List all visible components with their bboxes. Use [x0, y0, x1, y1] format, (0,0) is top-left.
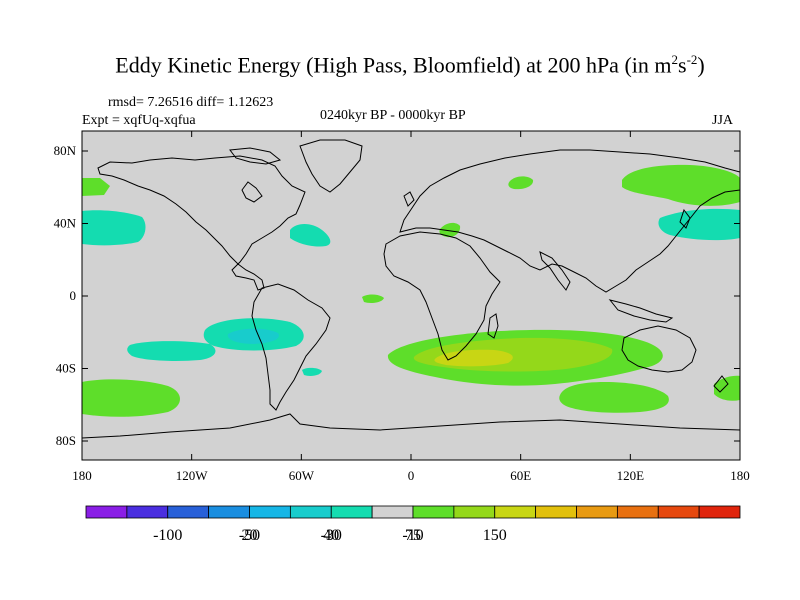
period-label: 0240kyr BP - 0000kyr BP	[320, 108, 466, 123]
colorbar-swatch	[494, 505, 537, 519]
latitude-axis: 80N 40N 0 40S 80S	[54, 143, 740, 448]
rmsd-diff-label: rmsd= 7.26516 diff= 1.12623	[108, 95, 274, 110]
lat-label: 80N	[54, 143, 77, 158]
coastlines	[82, 139, 740, 439]
anomaly-region	[127, 341, 216, 361]
coastline-north-america	[97, 155, 306, 291]
lon-label: 180	[730, 468, 750, 483]
colorbar-swatch	[576, 505, 618, 519]
colorbar-label: 75	[405, 527, 421, 544]
coastline-japan	[679, 208, 691, 229]
experiment-label: Expt = xqfUq-xqfua	[82, 113, 196, 128]
colorbar-label: -30	[321, 527, 342, 544]
colorbar-swatch	[371, 505, 414, 519]
lat-label: 40S	[56, 361, 76, 376]
plot-title: Eddy Kinetic Energy (High Pass, Bloomfie…	[115, 52, 705, 78]
anomaly-region	[227, 328, 279, 344]
coastline-greenland	[299, 139, 363, 193]
colorbar-swatch	[249, 505, 291, 519]
lon-label: 180	[72, 468, 92, 483]
colorbar-swatch	[412, 505, 455, 519]
anomaly-region	[362, 294, 384, 303]
season-label: JJA	[712, 113, 734, 128]
colorbar-swatch	[208, 505, 250, 519]
colorbar-swatch	[657, 505, 700, 519]
colorbar-swatch	[616, 505, 659, 519]
coastline-indonesia	[608, 299, 674, 323]
colorbar-swatch	[330, 505, 373, 519]
colorbar-label: 40	[323, 527, 339, 544]
coastline-south-america	[251, 283, 331, 411]
lon-label: 60W	[289, 468, 315, 483]
colorbar-label: 20	[242, 527, 258, 544]
anomaly-region	[82, 178, 110, 196]
colorbar-label: -50	[239, 527, 260, 544]
longitude-axis: 180 120W 60W 0 60E 120E 180	[72, 131, 750, 483]
coastline-africa	[383, 231, 501, 361]
coastline-arctic-islands	[229, 147, 282, 165]
lon-label: 0	[408, 468, 415, 483]
colorbar-swatch	[453, 505, 496, 519]
lon-label: 120E	[617, 468, 645, 483]
coastline-australia	[621, 325, 697, 373]
anomaly-region	[622, 164, 740, 206]
lon-label: 60E	[510, 468, 531, 483]
coastline-india	[539, 251, 571, 291]
colorbar-swatch	[167, 505, 210, 519]
coastline-madagascar	[487, 313, 499, 339]
colorbar-swatch	[126, 505, 169, 519]
anomaly-region	[290, 224, 331, 247]
anomaly-region	[434, 349, 513, 367]
coastline-new-zealand	[713, 375, 729, 393]
colorbar-label: -100	[153, 527, 182, 544]
anomaly-region	[559, 382, 669, 413]
coastline-eurasia	[399, 149, 740, 293]
colorbar-swatch	[698, 505, 741, 519]
colorbar-label: -10	[402, 527, 423, 544]
coastline-hudson-bay	[241, 181, 263, 203]
colorbar-label: 150	[483, 527, 507, 544]
colorbar: -100 -50 -30 -10 20 40 75 150	[85, 505, 741, 544]
anomaly-region	[302, 367, 322, 376]
lat-label: 0	[70, 288, 77, 303]
anomaly-region	[714, 375, 740, 401]
lon-label: 120W	[176, 468, 209, 483]
anomaly-region	[439, 222, 461, 238]
anomaly-region	[508, 176, 534, 190]
colorbar-swatch	[289, 505, 332, 519]
coastline-british-isles	[403, 191, 415, 207]
colorbar-swatch	[85, 505, 128, 519]
lat-label: 40N	[54, 216, 77, 231]
anomaly-region	[82, 210, 146, 246]
lat-label: 80S	[56, 433, 76, 448]
anomaly-contours	[82, 139, 740, 439]
anomaly-region	[82, 379, 180, 417]
colorbar-swatch	[535, 505, 577, 519]
coastline-antarctica	[82, 413, 740, 439]
